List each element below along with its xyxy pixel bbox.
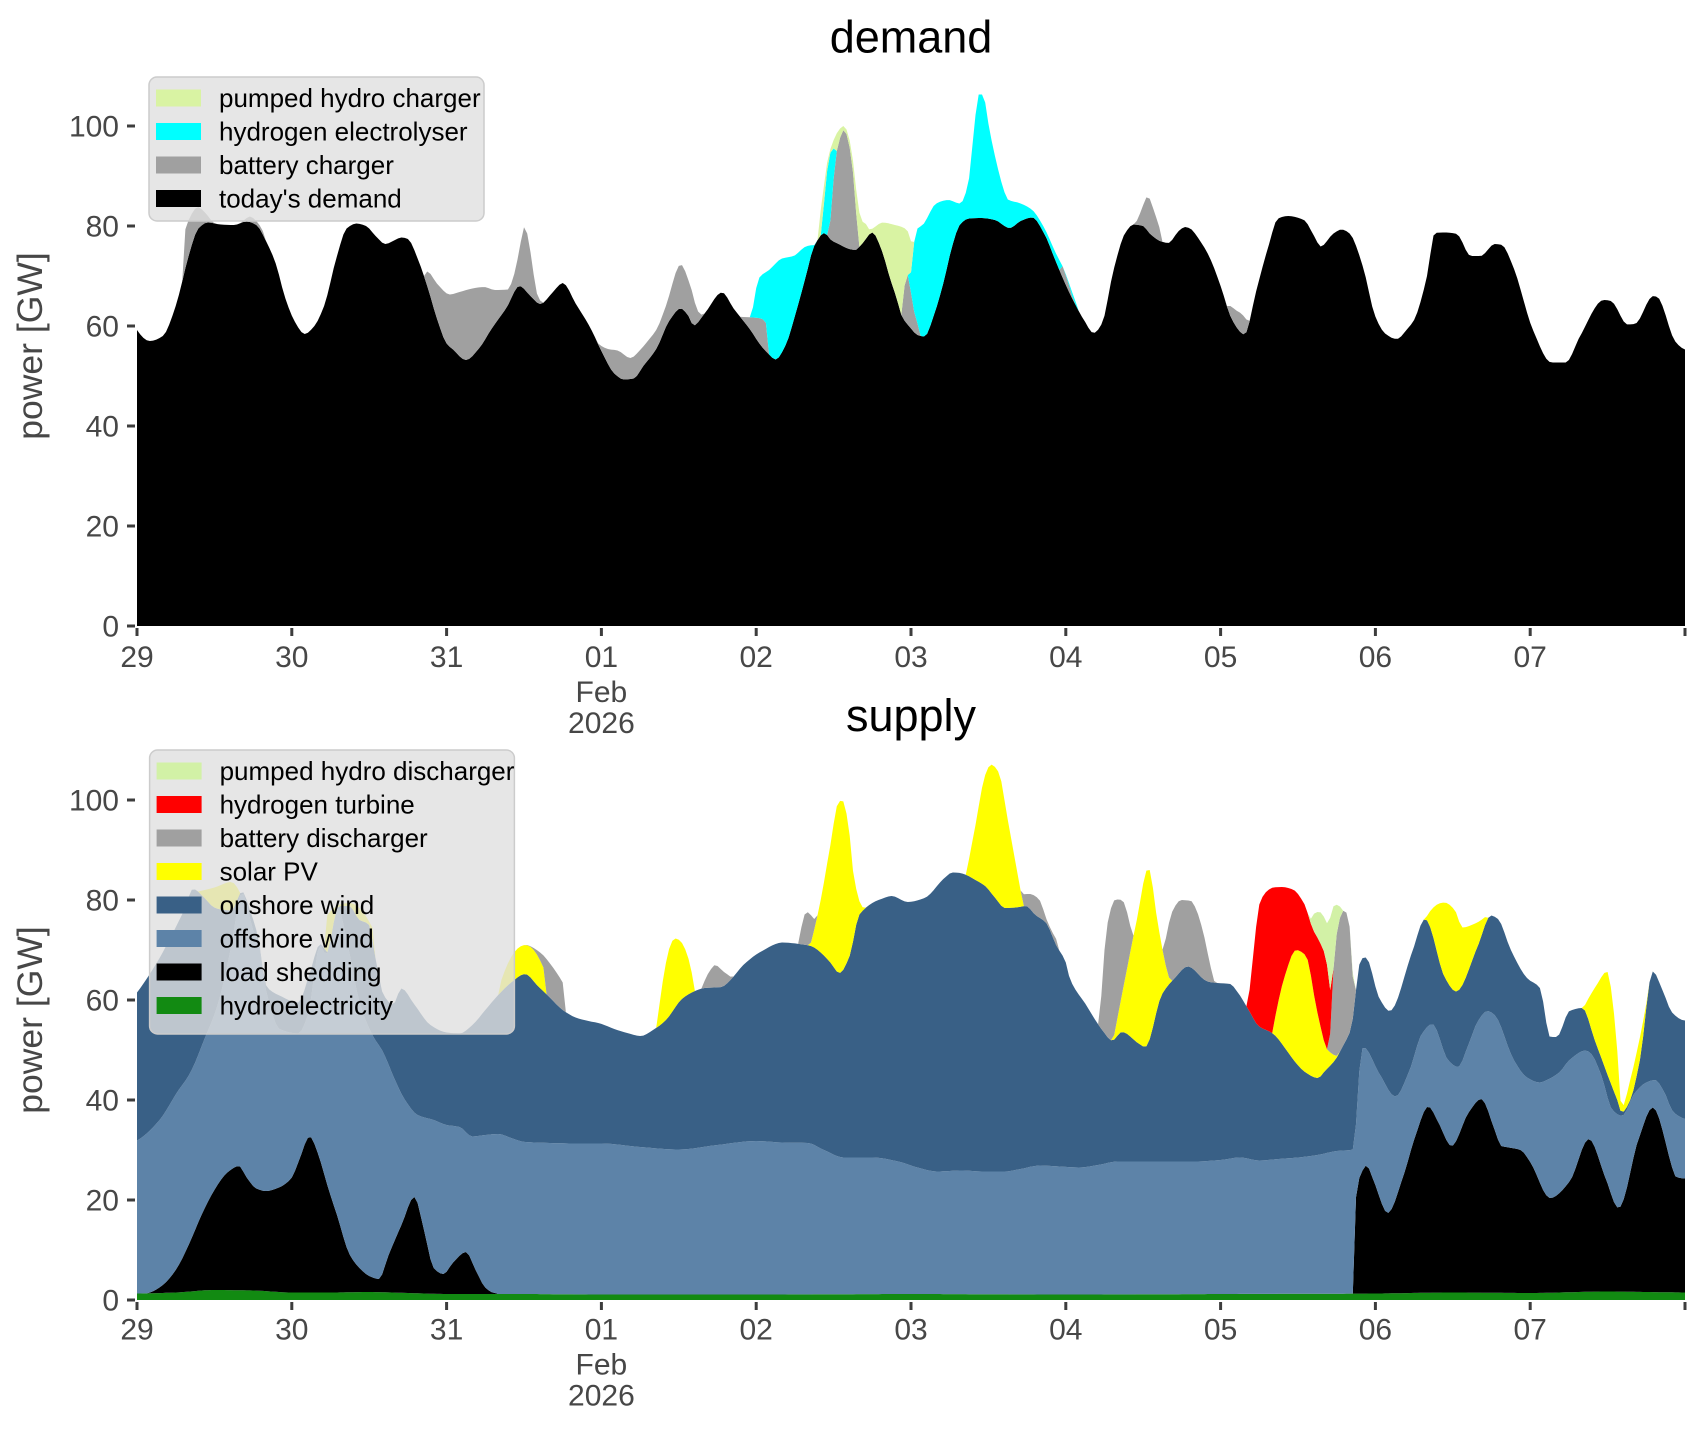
svg-text:29: 29 <box>120 1314 153 1347</box>
svg-text:battery discharger: battery discharger <box>220 823 428 853</box>
svg-text:Feb: Feb <box>576 676 628 709</box>
svg-text:battery charger: battery charger <box>219 150 394 180</box>
svg-text:03: 03 <box>894 1314 927 1347</box>
svg-text:03: 03 <box>894 641 927 674</box>
svg-text:hydrogen turbine: hydrogen turbine <box>220 790 415 820</box>
svg-text:hydrogen electrolyser: hydrogen electrolyser <box>219 117 468 147</box>
svg-text:power [GW]: power [GW] <box>10 926 50 1113</box>
svg-text:31: 31 <box>430 641 463 674</box>
svg-text:20: 20 <box>86 511 119 544</box>
svg-text:today's demand: today's demand <box>219 184 402 214</box>
svg-text:Feb: Feb <box>576 1349 628 1382</box>
svg-text:power [GW]: power [GW] <box>10 252 50 439</box>
svg-text:hydroelectricity: hydroelectricity <box>220 991 393 1021</box>
svg-text:40: 40 <box>86 1085 119 1118</box>
svg-text:80: 80 <box>86 211 119 244</box>
svg-text:pumped hydro discharger: pumped hydro discharger <box>220 756 515 786</box>
svg-text:20: 20 <box>86 1185 119 1218</box>
svg-text:80: 80 <box>86 885 119 918</box>
svg-text:2026: 2026 <box>568 707 635 740</box>
svg-text:05: 05 <box>1204 1314 1237 1347</box>
svg-text:60: 60 <box>86 985 119 1018</box>
svg-text:04: 04 <box>1049 1314 1082 1347</box>
svg-text:0: 0 <box>102 1285 119 1318</box>
svg-text:load shedding: load shedding <box>220 957 382 987</box>
svg-text:29: 29 <box>120 641 153 674</box>
svg-text:06: 06 <box>1359 1314 1392 1347</box>
svg-text:offshore wind: offshore wind <box>220 924 374 954</box>
svg-text:01: 01 <box>585 641 618 674</box>
svg-text:01: 01 <box>585 1314 618 1347</box>
svg-text:100: 100 <box>69 785 119 818</box>
svg-text:04: 04 <box>1049 641 1082 674</box>
svg-text:02: 02 <box>740 1314 773 1347</box>
svg-text:supply: supply <box>846 690 977 741</box>
svg-text:60: 60 <box>86 311 119 344</box>
svg-text:30: 30 <box>275 641 308 674</box>
svg-text:05: 05 <box>1204 641 1237 674</box>
svg-text:07: 07 <box>1514 641 1547 674</box>
svg-text:30: 30 <box>275 1314 308 1347</box>
svg-text:31: 31 <box>430 1314 463 1347</box>
svg-text:onshore wind: onshore wind <box>220 890 375 920</box>
svg-text:solar PV: solar PV <box>220 857 319 887</box>
svg-text:2026: 2026 <box>568 1380 635 1413</box>
svg-text:06: 06 <box>1359 641 1392 674</box>
svg-text:pumped hydro charger: pumped hydro charger <box>219 83 481 113</box>
svg-text:0: 0 <box>102 611 119 644</box>
svg-text:100: 100 <box>69 111 119 144</box>
svg-text:07: 07 <box>1514 1314 1547 1347</box>
svg-text:40: 40 <box>86 411 119 444</box>
svg-text:02: 02 <box>740 641 773 674</box>
svg-text:demand: demand <box>830 12 993 63</box>
